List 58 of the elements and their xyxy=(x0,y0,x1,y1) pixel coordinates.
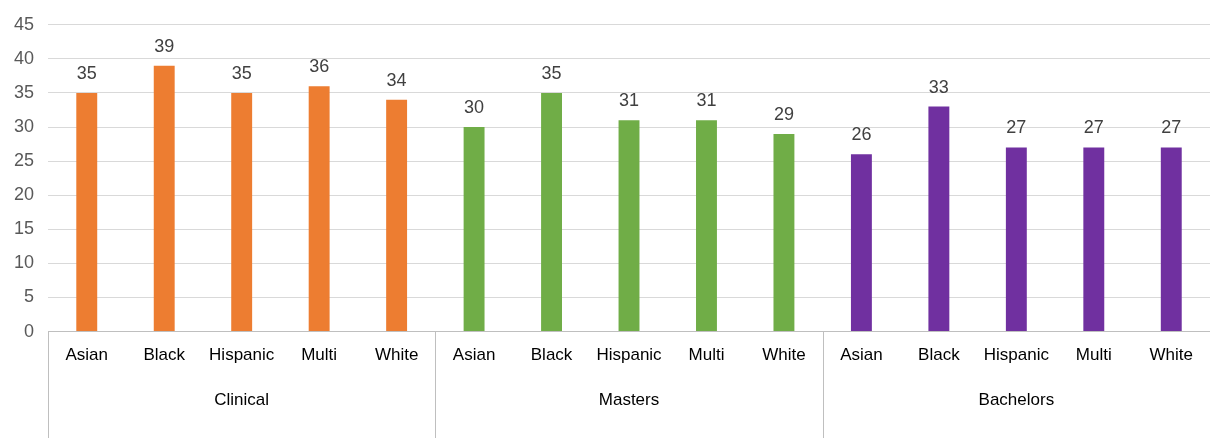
x-tick-label: Multi xyxy=(1075,345,1112,365)
data-label: 35 xyxy=(541,62,562,83)
text: Bachelors xyxy=(978,390,1055,410)
data-label: 27 xyxy=(1161,117,1182,138)
bar xyxy=(696,120,717,332)
bar xyxy=(928,106,950,332)
y-tick-label: 30 xyxy=(13,116,35,137)
data-label: 35 xyxy=(231,62,252,83)
x-tick-label: White xyxy=(762,345,806,365)
x-tick-label: Asian xyxy=(65,345,109,365)
data-label: 29 xyxy=(773,103,794,124)
x-tick-label: Black xyxy=(918,345,961,365)
data-label: 26 xyxy=(851,124,872,145)
y-tick-label: 35 xyxy=(13,81,35,102)
bar xyxy=(618,120,640,332)
x-tick-label: Asian xyxy=(452,345,496,365)
x-tick-label: Black xyxy=(143,345,186,365)
text: Clinical xyxy=(214,390,270,410)
text: Masters xyxy=(598,390,660,410)
x-tick-label: Hispanic xyxy=(596,345,663,365)
data-label: 35 xyxy=(76,62,97,83)
data-label: 34 xyxy=(386,69,407,90)
y-tick-label: 20 xyxy=(13,184,35,205)
y-tick-label: 25 xyxy=(13,150,35,171)
data-label: 31 xyxy=(696,90,717,111)
bar xyxy=(541,92,562,332)
bar xyxy=(76,92,98,332)
bar xyxy=(773,133,795,332)
bar xyxy=(1005,147,1027,332)
data-label: 36 xyxy=(309,56,330,77)
x-tick-label: White xyxy=(1149,345,1193,365)
y-tick-label: 45 xyxy=(13,13,35,34)
x-tick-label: Multi xyxy=(688,345,725,365)
x-tick-label: Asian xyxy=(840,345,883,365)
bar xyxy=(153,65,175,332)
y-tick-label: 15 xyxy=(13,218,35,239)
data-label: 27 xyxy=(1083,117,1104,138)
x-tick-label: Hispanic xyxy=(209,345,275,365)
x-tick-label: Hispanic xyxy=(983,345,1050,365)
data-label: 27 xyxy=(1006,117,1027,138)
x-tick-label: Black xyxy=(530,345,573,365)
data-label: 33 xyxy=(928,76,949,97)
data-label: 39 xyxy=(154,35,175,56)
y-tick-label: 5 xyxy=(24,286,35,307)
x-tick-label: White xyxy=(374,345,419,365)
y-tick-label: 40 xyxy=(13,47,35,68)
bar xyxy=(1083,147,1105,332)
bar xyxy=(231,92,253,332)
y-tick-label: 10 xyxy=(13,252,35,273)
bar xyxy=(308,86,330,332)
bar xyxy=(386,99,408,332)
bar xyxy=(1160,147,1182,332)
bar xyxy=(463,127,485,332)
data-label: 30 xyxy=(464,97,485,118)
y-tick-label: 0 xyxy=(24,320,35,341)
x-tick-label: Multi xyxy=(301,345,338,365)
data-label: 31 xyxy=(619,90,640,111)
bar xyxy=(850,154,872,332)
